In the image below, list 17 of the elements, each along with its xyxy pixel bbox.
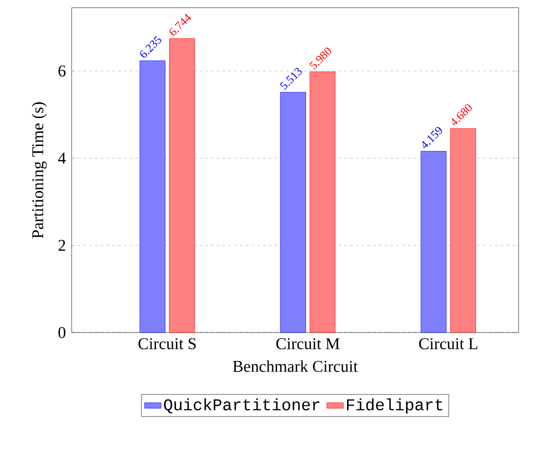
y-tick-label: 2 <box>58 240 66 252</box>
bar <box>140 60 166 333</box>
x-axis-title: Benchmark Circuit <box>232 360 358 372</box>
y-tick-label: 6 <box>58 66 66 77</box>
x-tick-label: Circuit L <box>419 338 478 350</box>
y-axis-title: Partitioning Time (s) <box>32 102 47 238</box>
legend-label: Fidelipart <box>347 398 442 414</box>
y-tick-label: 4 <box>58 152 66 164</box>
bar <box>310 72 336 333</box>
bar <box>420 151 446 333</box>
legend-label: QuickPartitioner <box>164 398 320 414</box>
bar <box>280 92 306 333</box>
x-tick-label: Circuit M <box>276 338 340 350</box>
y-tick-label: 0 <box>58 327 66 338</box>
x-tick-label: Circuit S <box>138 338 196 350</box>
bar <box>450 128 476 333</box>
bar <box>169 38 195 333</box>
